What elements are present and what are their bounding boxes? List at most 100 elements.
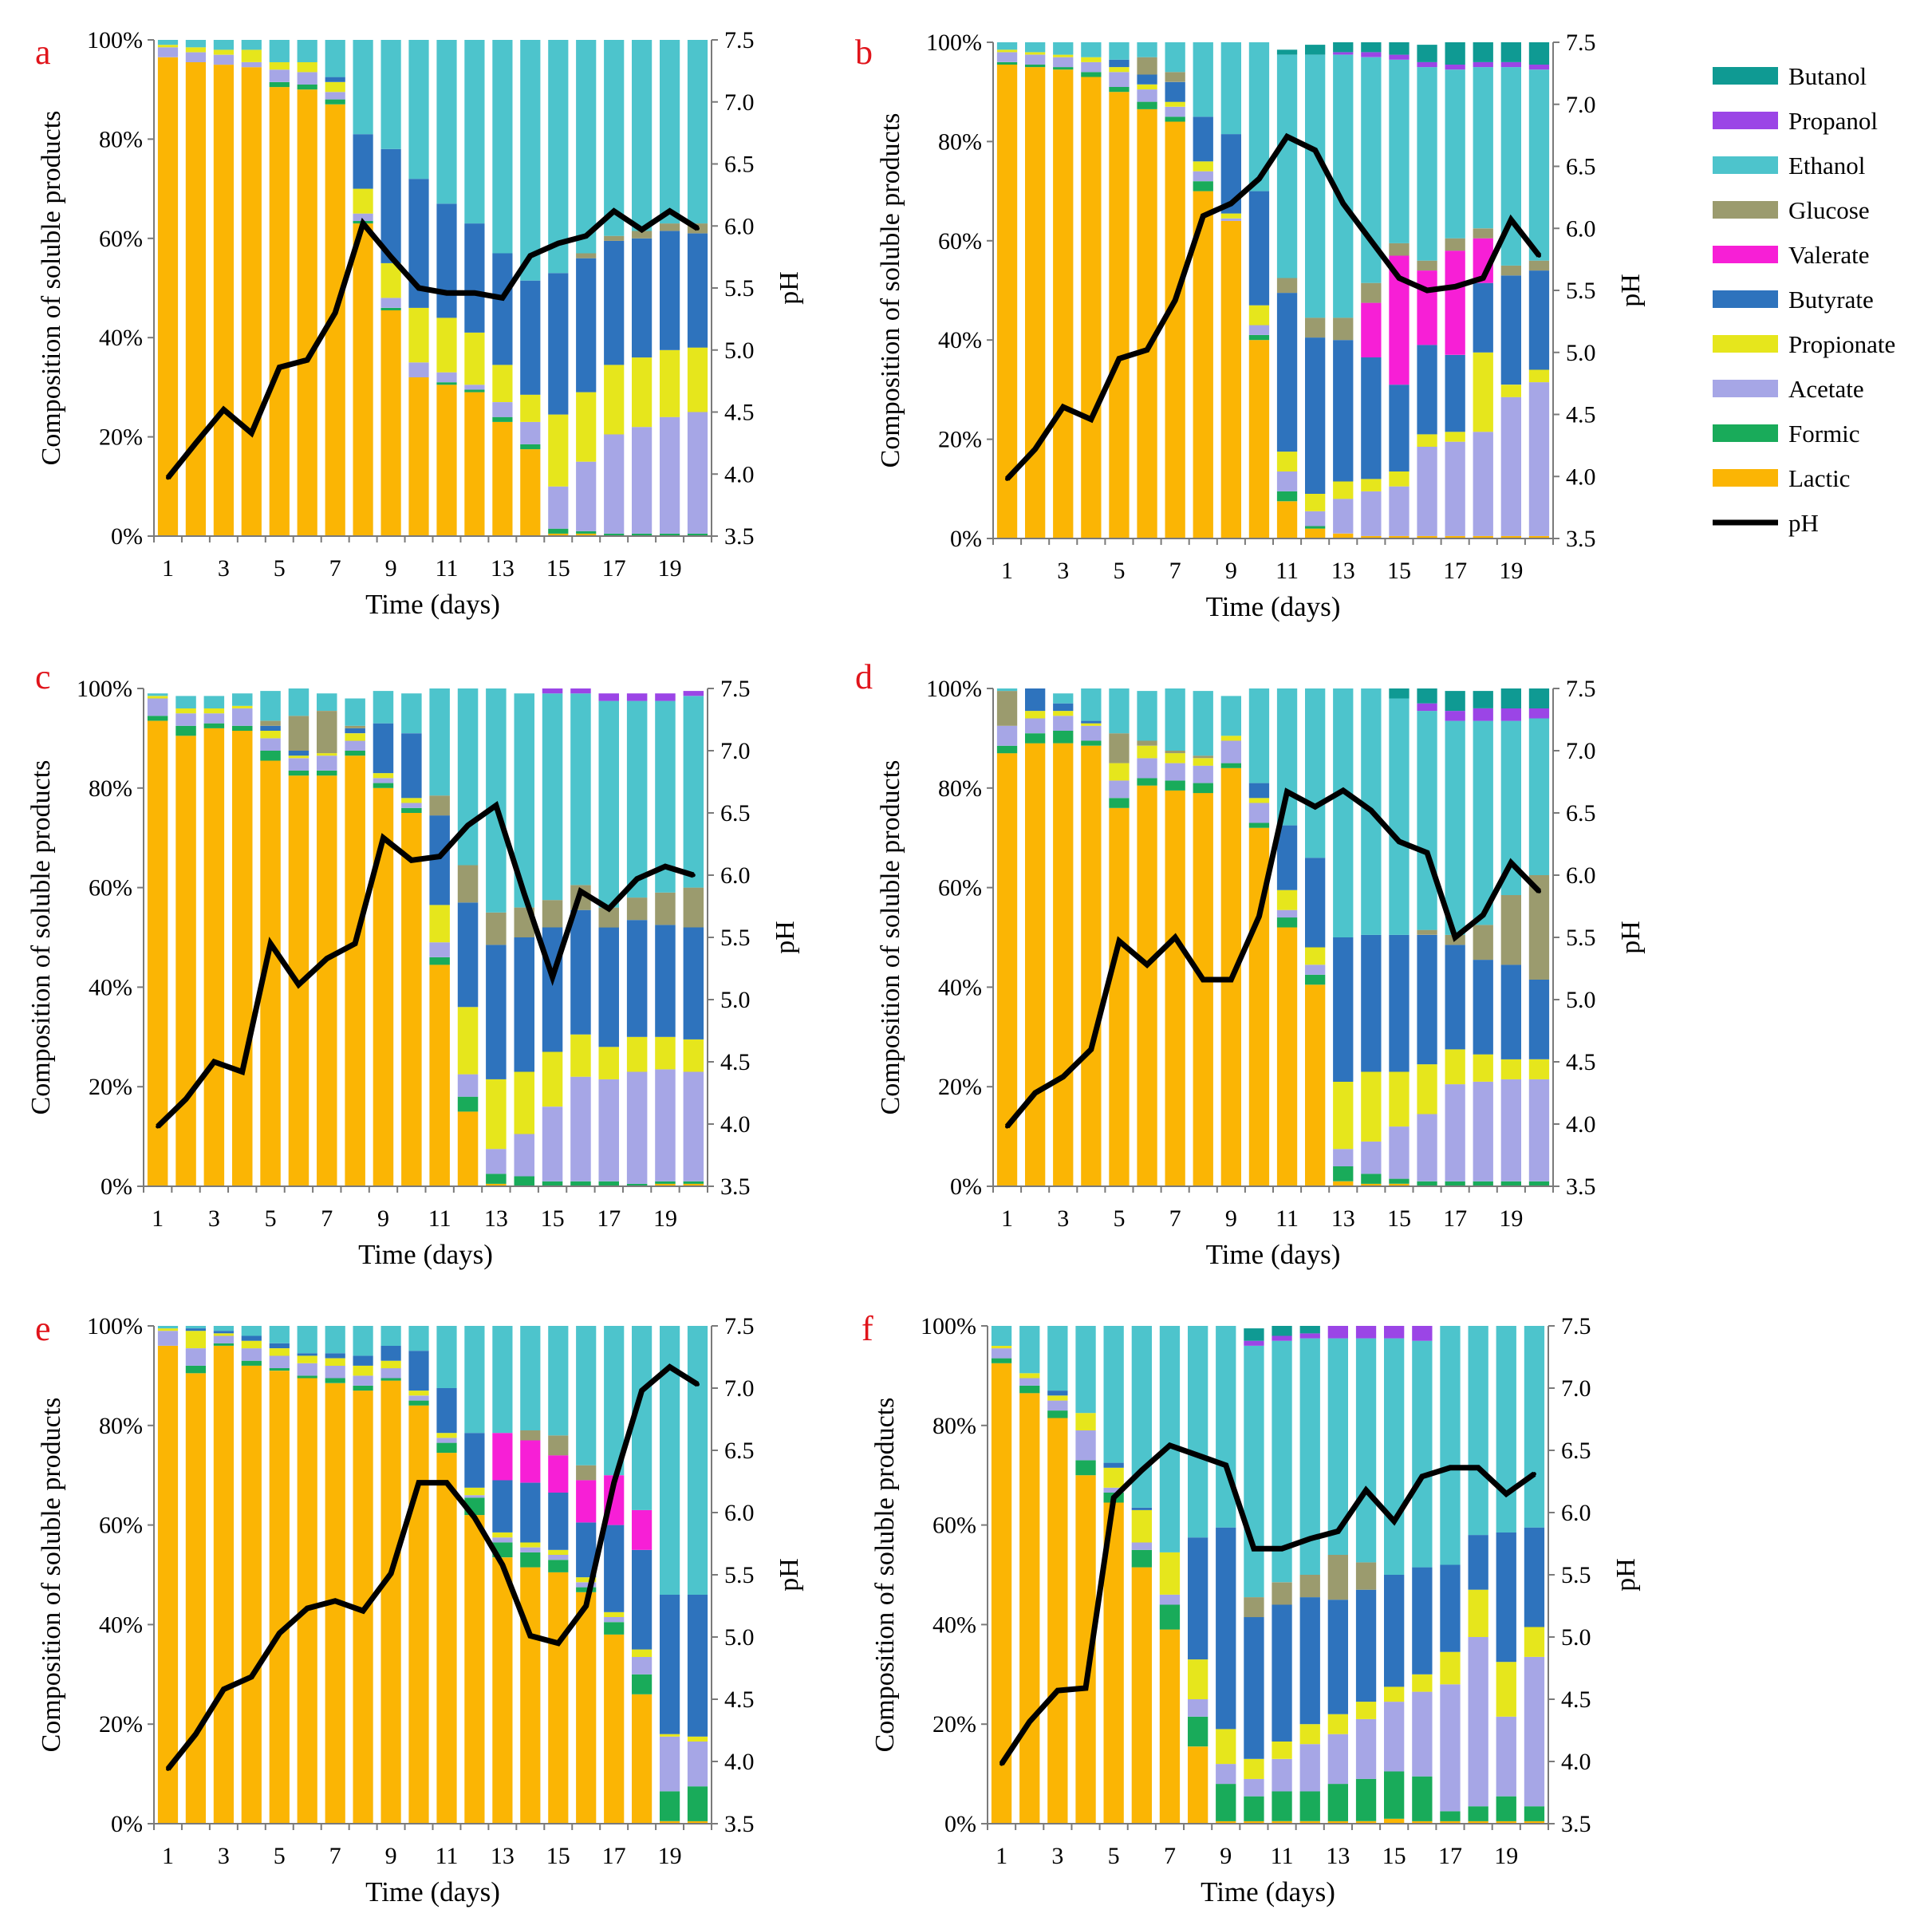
- bar-segment-glucose-day-16: [576, 253, 597, 258]
- bar-segment-lactic-day-3: [1053, 69, 1074, 538]
- bar-segment-butyrate-day-6: [288, 751, 310, 756]
- bar-segment-acetate-day-19: [660, 1736, 680, 1792]
- bar-segment-ethanol-day-18: [1473, 67, 1493, 229]
- ph-point-day-8: [1201, 977, 1205, 982]
- bar-segment-ethanol-day-7: [1159, 1326, 1181, 1552]
- bar-segment-butyrate-day-11: [1276, 293, 1298, 452]
- legend-swatch: [1713, 246, 1778, 263]
- ph-point-day-19: [668, 209, 672, 214]
- bar-segment-acetate-day-19: [1500, 396, 1521, 536]
- chart-panel-f: 0% 20% 40% 60% 80% 100% 3.5 4.0 4.5 5.0 5.5 6.0 6.5 7…: [862, 1309, 1641, 1907]
- ph-point-day-16: [1425, 288, 1429, 293]
- bar-segment-ethanol-day-16: [576, 40, 597, 254]
- x-tick-label: 13: [484, 1205, 508, 1232]
- bar-segment-glucose-day-20: [683, 887, 704, 928]
- bar-segment-formic-day-4: [1081, 740, 1102, 746]
- bar-segment-lactic-day-15: [1389, 535, 1410, 538]
- bar-segment-acetate-day-14: [1361, 1141, 1382, 1174]
- bar-segment-butyrate-day-7: [325, 77, 345, 82]
- bar-segment-formic-day-17: [1440, 1811, 1461, 1821]
- bar-segment-butyrate-day-15: [548, 273, 569, 415]
- bar-segment-butyrate-day-9: [373, 723, 394, 774]
- bar-segment-ethanol-day-9: [1220, 696, 1241, 736]
- bar-segment-butanol-day-15: [1389, 688, 1410, 699]
- bar-segment-ethanol-day-15: [548, 40, 569, 274]
- ph-point-day-8: [361, 221, 365, 226]
- ph-point-day-11: [437, 854, 442, 859]
- bar-segment-propionate-day-5: [1109, 67, 1130, 73]
- ph-point-day-12: [1307, 1536, 1312, 1541]
- bar-segment-propionate-day-6: [297, 1355, 317, 1363]
- ph-point-day-10: [1252, 1546, 1256, 1551]
- bar-segment-acetate-day-15: [1389, 486, 1410, 536]
- bar-segment-ethanol-day-12: [1305, 54, 1326, 318]
- bar-segment-butyrate-day-16: [1417, 345, 1437, 435]
- bar-segment-butyrate-day-12: [1305, 337, 1326, 494]
- bar-segment-butyrate-day-5: [260, 725, 281, 731]
- bar-stacks: [996, 42, 1550, 539]
- bar-segment-ethanol-day-17: [604, 40, 625, 236]
- bar-segment-butyrate-day-16: [1417, 934, 1437, 1065]
- bar-segment-formic-day-1: [991, 1358, 1012, 1363]
- ph-point-day-1: [1000, 1761, 1004, 1766]
- bar-segment-formic-day-10: [1248, 335, 1270, 341]
- bar-segment-formic-day-9: [1220, 763, 1241, 768]
- x-tick-label: 7: [329, 1843, 341, 1869]
- ph-point-day-12: [472, 290, 477, 295]
- ph-point-day-7: [1173, 935, 1177, 940]
- bar-segment-ethanol-day-17: [1445, 720, 1465, 935]
- ph-point-day-4: [249, 431, 254, 436]
- bar-segment-lactic-day-6: [297, 1378, 317, 1824]
- bar-segment-acetate-day-3: [1053, 716, 1074, 731]
- ph-point-day-16: [584, 234, 589, 239]
- bar-segment-acetate-day-12: [457, 1074, 479, 1097]
- y2-axis-title: pH: [771, 921, 800, 954]
- bar-segment-propionate-day-17: [604, 1611, 625, 1617]
- bar-segment-acetate-day-17: [604, 434, 625, 534]
- bar-segment-acetate-day-17: [1440, 1684, 1461, 1812]
- bar-segment-propionate-day-12: [1305, 947, 1326, 965]
- ph-point-day-18: [635, 877, 640, 882]
- ph-point-day-19: [663, 864, 668, 869]
- bar-segment-butyrate-day-17: [1445, 945, 1465, 1050]
- panel-letter: a: [35, 33, 51, 72]
- bar-segment-propionate-day-8: [1188, 1659, 1208, 1699]
- bar-segment-lactic-day-16: [576, 1592, 597, 1824]
- legend-swatch: [1713, 112, 1778, 129]
- bar-segment-acetate-day-11: [1276, 909, 1298, 918]
- x-tick-label: 1: [162, 1843, 174, 1869]
- bar-segment-ethanol-day-1: [996, 688, 1018, 692]
- ph-point-day-3: [1055, 1688, 1060, 1693]
- bar-segment-glucose-day-5: [1109, 733, 1130, 763]
- bar-segment-acetate-day-5: [269, 69, 290, 82]
- y2-tick-label: 7.0: [720, 738, 751, 764]
- bar-segment-acetate-day-16: [1417, 1114, 1437, 1181]
- x-tick-label: 15: [546, 555, 570, 582]
- ph-point-day-11: [444, 1481, 449, 1485]
- bar-segment-lactic-day-9: [380, 310, 401, 536]
- x-tick-label: 19: [1499, 1205, 1523, 1232]
- ph-point-day-19: [1508, 860, 1513, 865]
- bar-segment-butyrate-day-20: [687, 233, 708, 348]
- bar-segment-propionate-day-17: [1445, 1049, 1465, 1085]
- bar-segment-formic-day-7: [1165, 116, 1185, 122]
- bar-segment-glucose-day-19: [660, 223, 680, 231]
- legend-item-propionate: Propionate: [1713, 330, 1895, 358]
- bar-segment-butyrate-day-6: [1131, 1507, 1152, 1510]
- y2-tick-label: 5.5: [724, 275, 755, 302]
- bar-segment-formic-day-7: [325, 1378, 345, 1383]
- bar-segment-butyrate-day-13: [1333, 340, 1354, 482]
- bar-segment-propionate-day-10: [1248, 305, 1270, 325]
- ph-point-day-1: [156, 1124, 160, 1129]
- bar-segment-lactic-day-5: [1109, 807, 1130, 1186]
- bar-segment-lactic-day-3: [1047, 1418, 1068, 1824]
- y2-tick-label: 3.5: [724, 523, 755, 550]
- bar-segment-propionate-day-10: [1248, 798, 1270, 803]
- y2-tick-label: 4.0: [724, 1749, 755, 1775]
- bar-segment-ethanol-day-9: [1216, 1326, 1236, 1528]
- bar-segment-acetate-day-13: [492, 402, 513, 417]
- ph-point-day-6: [1139, 1468, 1144, 1473]
- bar-segment-lactic-day-18: [1473, 535, 1493, 538]
- bar-segment-lactic-day-14: [520, 1567, 541, 1824]
- bar-segment-propionate-day-3: [1053, 54, 1074, 57]
